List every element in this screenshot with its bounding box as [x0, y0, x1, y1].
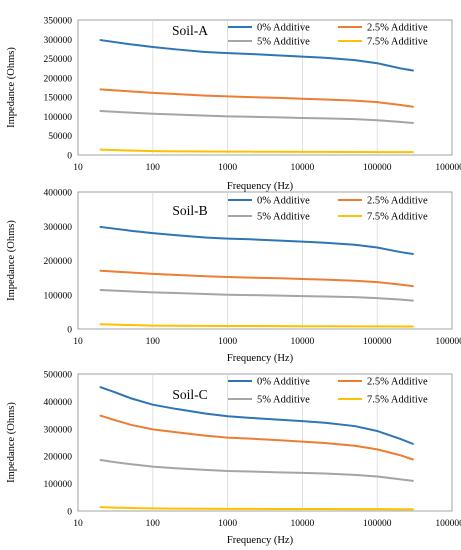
legend-label: 2.5% Additive: [367, 196, 428, 207]
x-tick-label: 100: [146, 519, 161, 529]
x-tick-label: 1000: [218, 337, 237, 347]
y-tick-label: 150000: [44, 94, 73, 104]
x-tick-label: 1000: [218, 163, 237, 173]
x-tick-label: 100000: [363, 519, 392, 529]
x-axis-title: Frequency (Hz): [227, 353, 294, 364]
x-tick-label: 10: [73, 519, 83, 529]
plot-area-frame: [77, 191, 453, 330]
y-tick-label: 0: [67, 326, 72, 336]
x-tick-label: 10: [73, 163, 83, 173]
y-tick-label: 400000: [44, 189, 73, 199]
series-line-2: [99, 269, 414, 288]
chart-title: Soil-A: [172, 23, 208, 38]
y-tick-label: 350000: [44, 17, 73, 27]
x-tick-label: 1000000: [435, 519, 461, 529]
legend-label: 2.5% Additive: [367, 23, 428, 34]
x-tick-label: 100000: [363, 163, 392, 173]
x-tick-label: 1000000: [435, 163, 461, 173]
legend-label: 7.5% Additive: [367, 37, 428, 48]
legend-label: 5% Additive: [257, 395, 310, 406]
plot-area-frame: [77, 373, 453, 512]
y-tick-label: 0: [67, 152, 72, 162]
y-tick-label: 100000: [44, 291, 73, 301]
y-axis-title: Impedance (Ohms): [6, 402, 17, 483]
legend-label: 7.5% Additive: [367, 395, 428, 406]
legend-label: 0% Additive: [257, 23, 310, 34]
plot-area-frame: [77, 19, 453, 156]
x-tick-label: 10000: [291, 519, 315, 529]
y-tick-label: 250000: [44, 55, 73, 65]
series-line-2: [99, 414, 414, 461]
y-tick-label: 300000: [44, 223, 73, 233]
x-axis-title: Frequency (Hz): [227, 535, 294, 546]
x-tick-label: 10: [73, 337, 83, 347]
chart-panel-soil-b: 10 100 1000 10000 100000 1000000 0 100000 200000…: [6, 189, 461, 365]
y-axis-title: Impedance (Ohms): [6, 220, 17, 301]
x-tick-label: 100: [146, 163, 161, 173]
x-tick-label: 10000: [291, 163, 315, 173]
series-line-3: [99, 288, 414, 302]
x-tick-label: 1000000: [435, 337, 461, 347]
series-line-4: [99, 323, 414, 328]
series-line-1: [99, 39, 414, 72]
legend-label: 0% Additive: [257, 196, 310, 207]
y-tick-label: 500000: [44, 371, 73, 381]
y-tick-label: 100000: [44, 113, 73, 123]
y-tick-label: 200000: [44, 74, 73, 84]
series-line-1: [99, 225, 414, 255]
series-line-2: [99, 88, 414, 108]
y-tick-label: 200000: [44, 257, 73, 267]
legend-label: 5% Additive: [257, 37, 310, 48]
y-tick-label: 300000: [44, 36, 73, 46]
y-tick-label: 200000: [44, 453, 73, 463]
series-line-3: [99, 110, 414, 124]
series-line-3: [99, 459, 414, 482]
chart-panel-soil-c: 10 100 1000 10000 100000 1000000 0 100000 200000…: [6, 371, 461, 547]
chart-title: Soil-B: [172, 203, 207, 218]
series-line-4: [99, 506, 414, 511]
y-axis-title: Impedance (Ohms): [6, 47, 17, 128]
y-tick-label: 50000: [48, 132, 72, 142]
y-tick-label: 300000: [44, 425, 73, 435]
series-line-4: [99, 148, 414, 154]
y-tick-label: 100000: [44, 480, 73, 490]
chart-title: Soil-C: [172, 387, 207, 402]
legend-label: 2.5% Additive: [367, 377, 428, 388]
x-tick-label: 10000: [291, 337, 315, 347]
y-tick-label: 400000: [44, 398, 73, 408]
x-tick-label: 100000: [363, 337, 392, 347]
legend-label: 5% Additive: [257, 212, 310, 223]
x-tick-label: 1000: [218, 519, 237, 529]
x-tick-label: 100: [146, 337, 161, 347]
series-line-1: [99, 386, 414, 445]
x-axis-title: Frequency (Hz): [227, 181, 294, 192]
chart-panel-soil-a: 10 100 1000 10000 100000 1000000 0 50000 100000 1…: [6, 17, 461, 193]
legend-label: 0% Additive: [257, 377, 310, 388]
y-tick-label: 0: [67, 508, 72, 518]
legend-label: 7.5% Additive: [367, 212, 428, 223]
